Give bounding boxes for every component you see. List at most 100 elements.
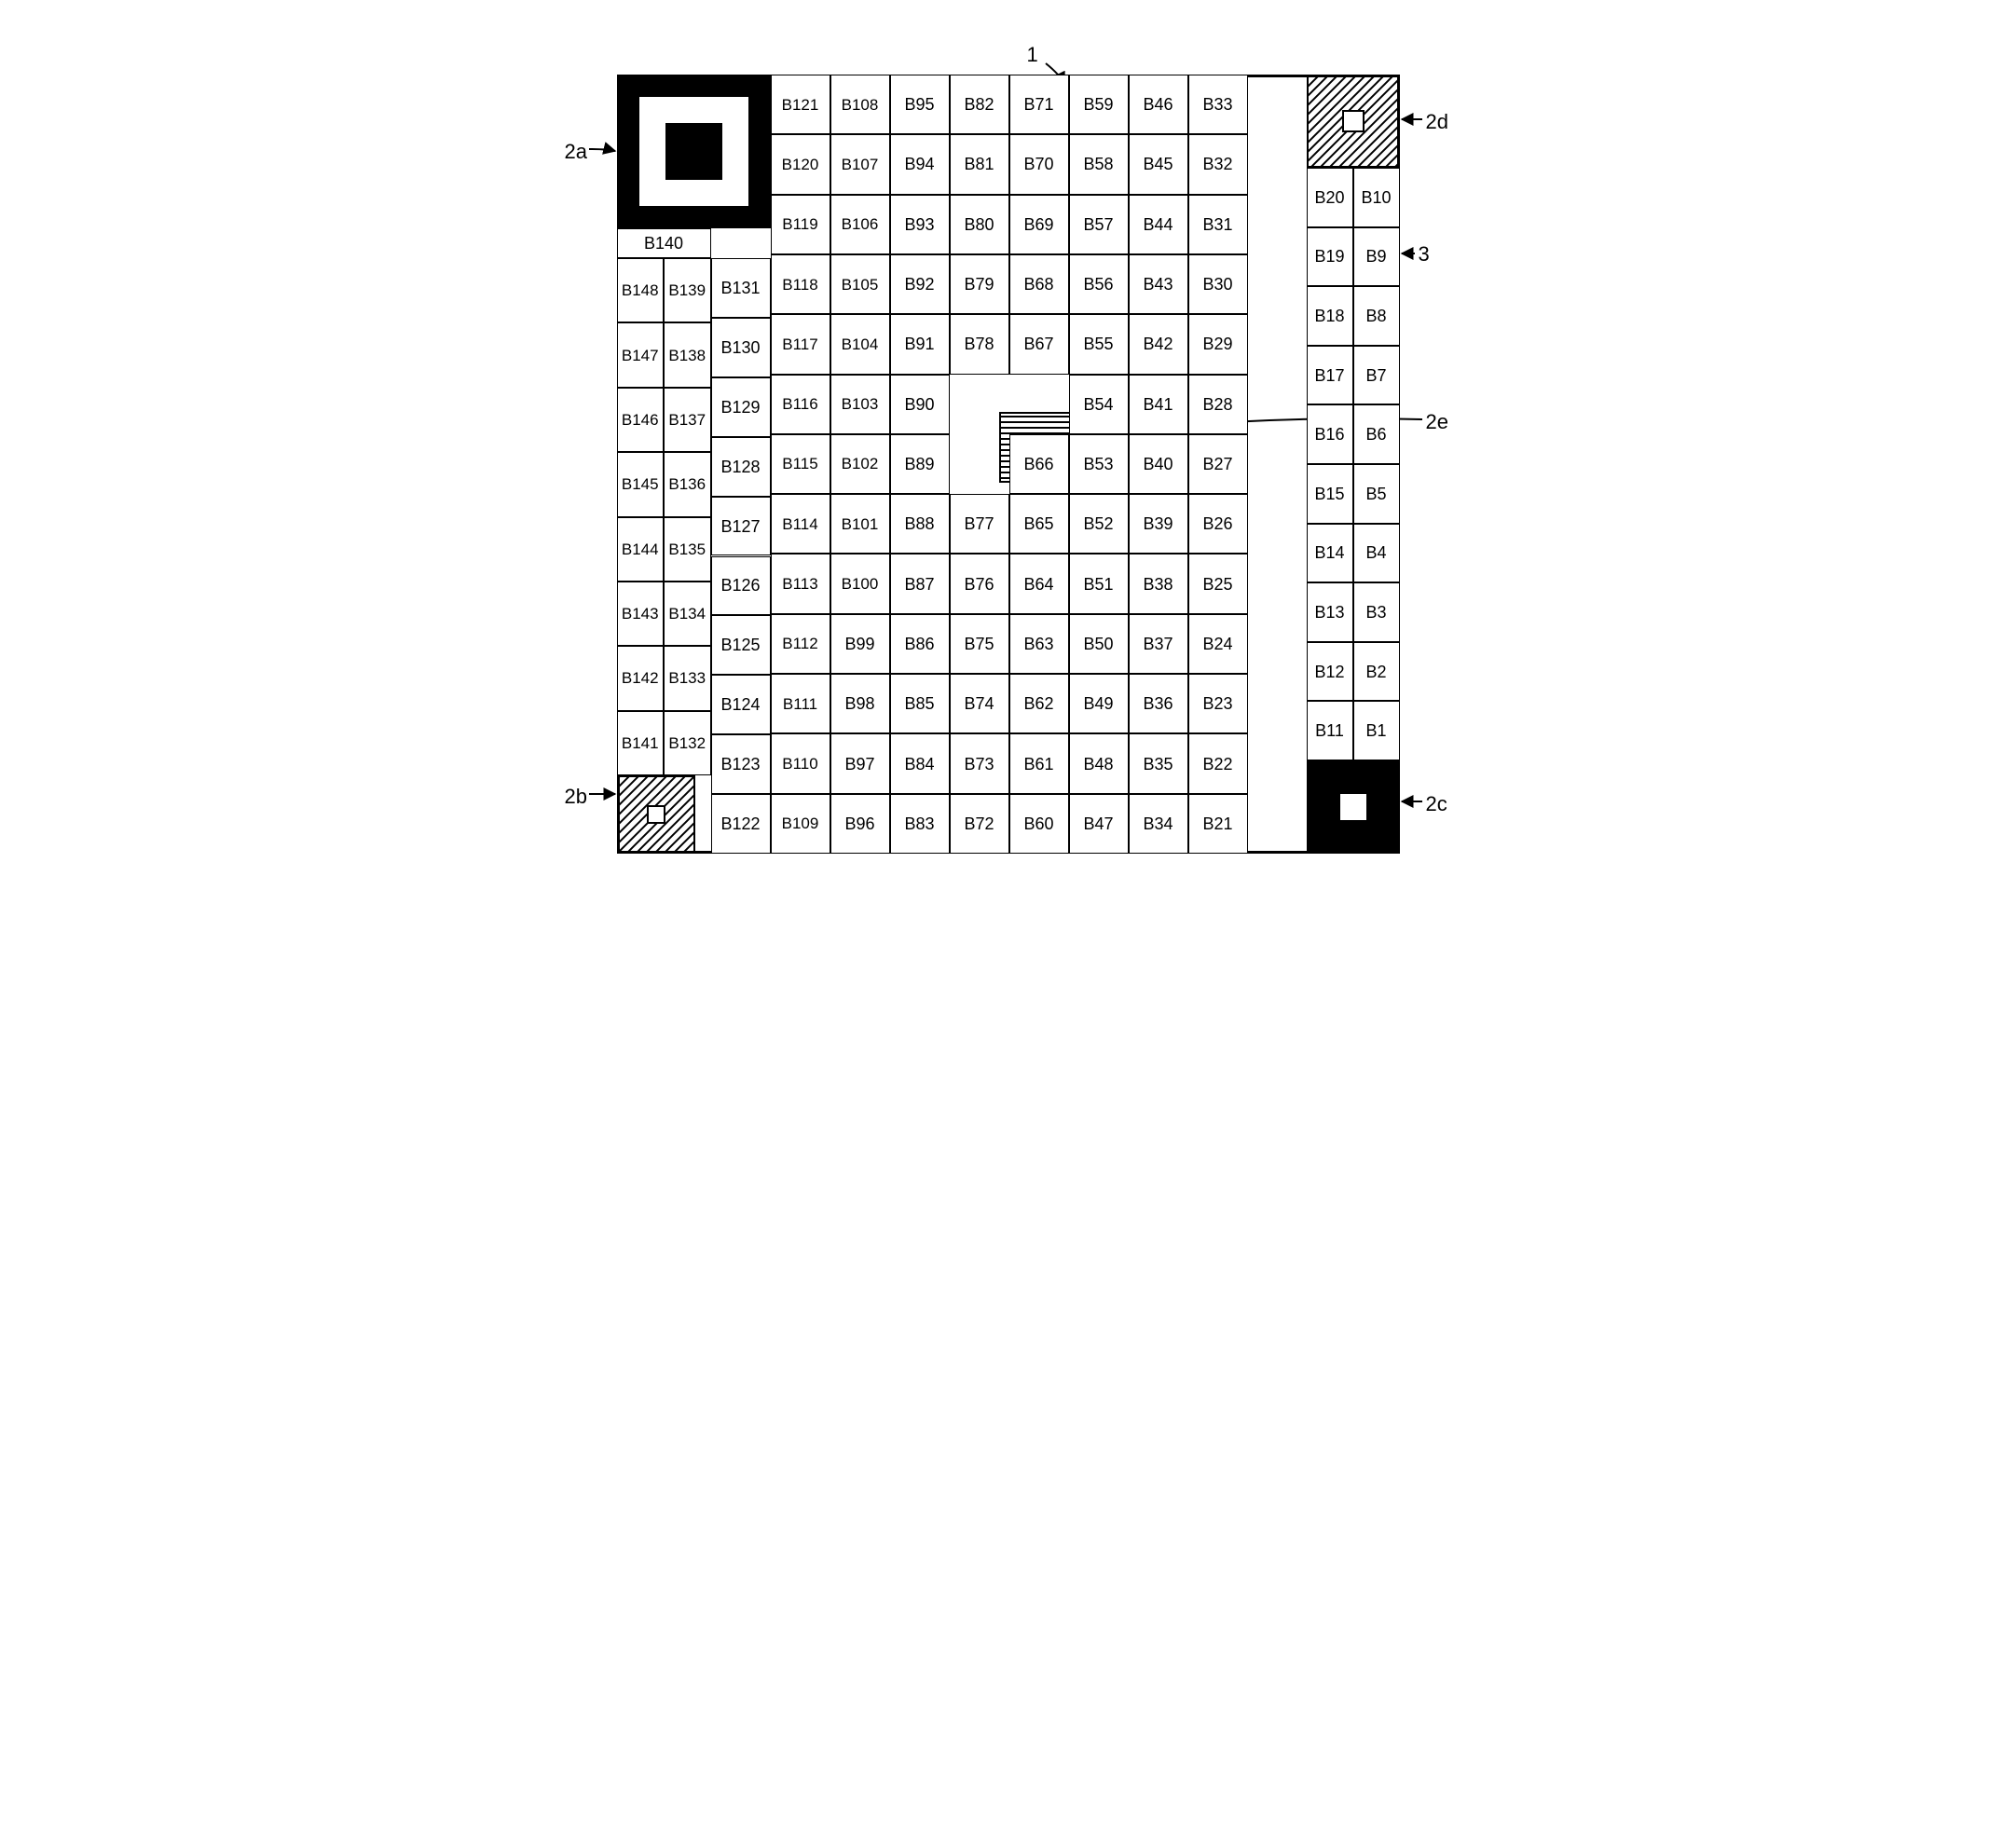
data-cell-B11: B11 (1307, 701, 1353, 760)
finder-pattern-2a (617, 75, 771, 228)
data-cell-B5: B5 (1353, 464, 1400, 524)
diagram-canvas: B20B19B18B17B16B15B14B13B12B11B10B9B8B7B… (542, 37, 1474, 895)
data-cell-B88: B88 (890, 494, 950, 554)
data-cell-B112: B112 (771, 614, 830, 674)
data-cell-B121: B121 (771, 75, 830, 134)
alignment-pattern-2b (617, 775, 695, 854)
data-cell-B125: B125 (711, 615, 771, 675)
data-cell-B113: B113 (771, 554, 830, 613)
data-cell-B73: B73 (950, 733, 1009, 793)
data-cell-B91: B91 (890, 314, 950, 374)
label-2c: 2c (1426, 792, 1447, 816)
data-cell-B34: B34 (1129, 794, 1188, 854)
data-cell-B122: B122 (711, 794, 771, 854)
data-cell-B135: B135 (664, 517, 711, 582)
data-cell-B49: B49 (1069, 674, 1129, 733)
data-cell-B66: B66 (1009, 434, 1069, 494)
data-cell-B89: B89 (890, 434, 950, 494)
alignment-pattern-2d (1307, 75, 1400, 168)
data-cell-B58: B58 (1069, 134, 1129, 194)
data-cell-B108: B108 (830, 75, 890, 134)
data-cell-B114: B114 (771, 494, 830, 554)
data-cell-B33: B33 (1188, 75, 1248, 134)
data-cell-B67: B67 (1009, 314, 1069, 374)
data-cell-B59: B59 (1069, 75, 1129, 134)
label-2e: 2e (1426, 410, 1448, 434)
data-cell-B97: B97 (830, 733, 890, 793)
data-cell-B23: B23 (1188, 674, 1248, 733)
data-cell-B28: B28 (1188, 375, 1248, 434)
data-cell-B65: B65 (1009, 494, 1069, 554)
data-cell-B30: B30 (1188, 254, 1248, 314)
label-3: 3 (1419, 242, 1430, 267)
data-cell-B139: B139 (664, 258, 711, 322)
data-cell-B27: B27 (1188, 434, 1248, 494)
data-cell-B8: B8 (1353, 286, 1400, 346)
data-cell-B123: B123 (711, 734, 771, 794)
data-cell-B103: B103 (830, 375, 890, 434)
data-cell-B118: B118 (771, 254, 830, 314)
data-cell-B141: B141 (617, 711, 665, 775)
data-cell-B47: B47 (1069, 794, 1129, 854)
data-cell-B52: B52 (1069, 494, 1129, 554)
data-cell-B147: B147 (617, 322, 665, 387)
data-cell-B64: B64 (1009, 554, 1069, 613)
data-cell-B110: B110 (771, 733, 830, 793)
data-cell-B46: B46 (1129, 75, 1188, 134)
data-cell-B117: B117 (771, 314, 830, 374)
data-cell-B6: B6 (1353, 404, 1400, 464)
data-cell-B98: B98 (830, 674, 890, 733)
data-cell-B101: B101 (830, 494, 890, 554)
data-cell-B20: B20 (1307, 168, 1353, 227)
finder-2c-core (1340, 794, 1366, 820)
data-cell-B119: B119 (771, 195, 830, 254)
label-1: 1 (1027, 43, 1038, 67)
data-cell-B82: B82 (950, 75, 1009, 134)
data-cell-B79: B79 (950, 254, 1009, 314)
data-cell-B81: B81 (950, 134, 1009, 194)
data-cell-B38: B38 (1129, 554, 1188, 613)
data-cell-B7: B7 (1353, 346, 1400, 405)
label-2b: 2b (565, 785, 587, 809)
data-cell-B42: B42 (1129, 314, 1188, 374)
data-cell-B43: B43 (1129, 254, 1188, 314)
data-cell-B83: B83 (890, 794, 950, 854)
data-cell-B29: B29 (1188, 314, 1248, 374)
data-cell-B24: B24 (1188, 614, 1248, 674)
data-cell-B99: B99 (830, 614, 890, 674)
data-cell-B116: B116 (771, 375, 830, 434)
data-cell-B146: B146 (617, 388, 665, 452)
data-cell-B140: B140 (617, 228, 711, 258)
label-2d: 2d (1426, 110, 1448, 134)
data-cell-B26: B26 (1188, 494, 1248, 554)
data-cell-B131: B131 (711, 258, 771, 318)
data-cell-B12: B12 (1307, 642, 1353, 702)
data-cell-B84: B84 (890, 733, 950, 793)
data-cell-B102: B102 (830, 434, 890, 494)
data-cell-B41: B41 (1129, 375, 1188, 434)
data-cell-B134: B134 (664, 582, 711, 646)
data-cell-B53: B53 (1069, 434, 1129, 494)
data-cell-B95: B95 (890, 75, 950, 134)
data-cell-B15: B15 (1307, 464, 1353, 524)
data-cell-B13: B13 (1307, 582, 1353, 642)
data-cell-B48: B48 (1069, 733, 1129, 793)
data-cell-B31: B31 (1188, 195, 1248, 254)
data-cell-B115: B115 (771, 434, 830, 494)
data-cell-B21: B21 (1188, 794, 1248, 854)
data-cell-B105: B105 (830, 254, 890, 314)
data-cell-B62: B62 (1009, 674, 1069, 733)
data-cell-B94: B94 (890, 134, 950, 194)
data-cell-B130: B130 (711, 318, 771, 377)
data-cell-B54: B54 (1069, 375, 1129, 434)
data-cell-B10: B10 (1353, 168, 1400, 227)
data-cell-B80: B80 (950, 195, 1009, 254)
data-cell-B128: B128 (711, 437, 771, 497)
data-cell-B50: B50 (1069, 614, 1129, 674)
data-cell-B120: B120 (771, 134, 830, 194)
data-cell-B57: B57 (1069, 195, 1129, 254)
data-cell-B124: B124 (711, 675, 771, 734)
data-cell-B77: B77 (950, 494, 1009, 554)
data-cell-B74: B74 (950, 674, 1009, 733)
data-cell-B133: B133 (664, 646, 711, 710)
